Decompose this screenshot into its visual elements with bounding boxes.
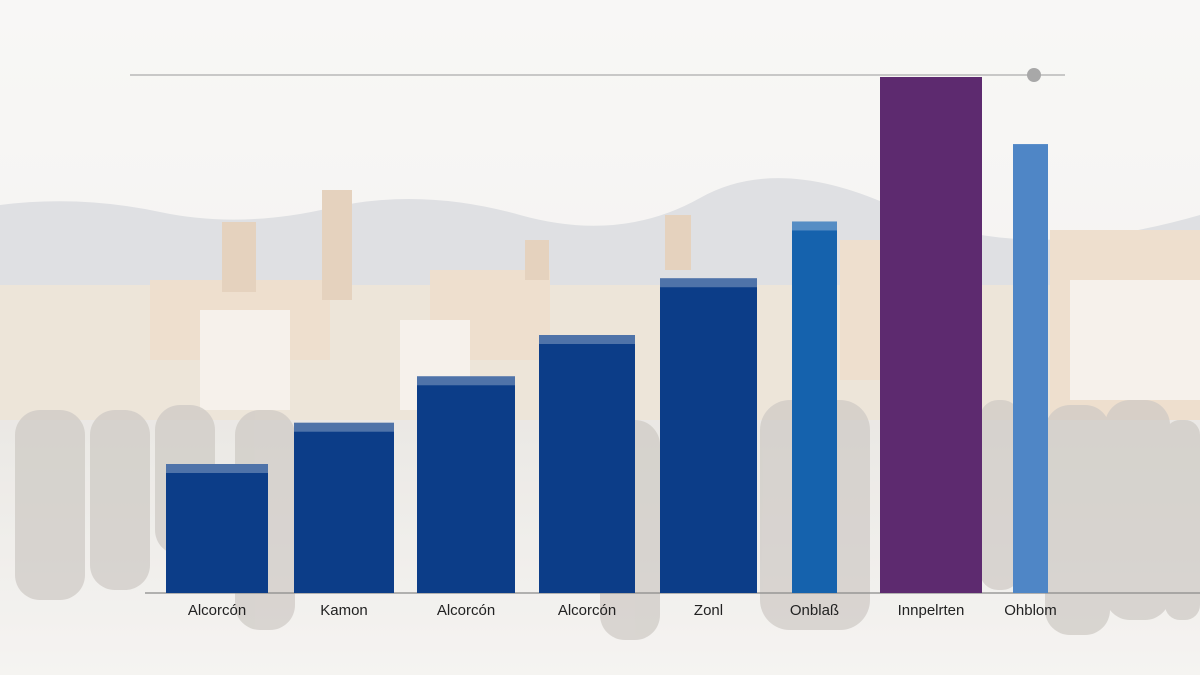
x-tick-label: Alcorcón [188,602,246,619]
bar-cap [417,376,515,386]
bar [166,464,268,593]
bar [294,422,394,593]
x-tick-label: Zonl [694,602,723,619]
bar [660,278,757,593]
bar [880,77,982,593]
x-tick-label: Innpelrten [898,602,965,619]
bar-cap [792,221,837,231]
bar-cap [166,464,268,473]
bar [539,335,635,593]
bar [417,376,515,593]
x-tick-label: Alcorcón [558,602,616,619]
x-tick-label: Ohblom [1004,602,1057,619]
bar-cap [539,335,635,344]
bar [1013,144,1048,593]
x-tick-label: Onblaß [790,602,839,619]
x-tick-label: Alcorcón [437,602,495,619]
line-marker [1027,68,1041,82]
bar [792,221,837,594]
bar-cap [294,422,394,432]
bar-cap [660,278,757,288]
x-tick-label: Kamon [320,602,368,619]
